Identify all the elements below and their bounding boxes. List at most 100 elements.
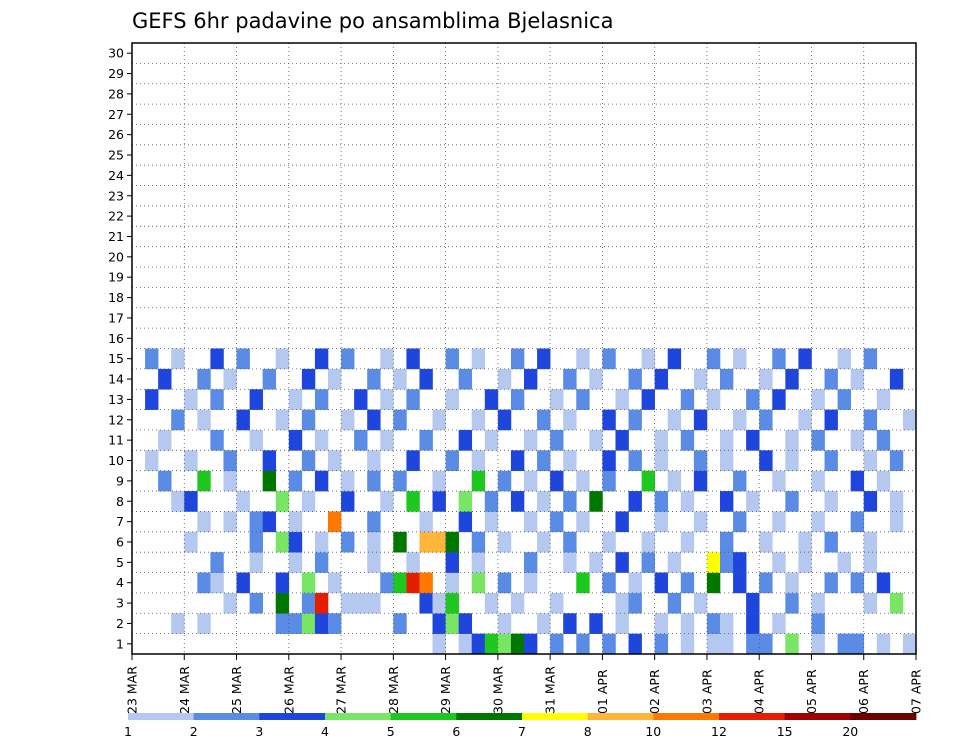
x-axis-ticks: 23 MAR 24 MAR 25 MAR 26 MAR 27 MAR 28 MAR 29 M… bbox=[125, 654, 924, 714]
heatmap-cell bbox=[589, 368, 603, 390]
heatmap-cell bbox=[733, 348, 747, 370]
x-tick-label: 24 MAR bbox=[177, 666, 192, 714]
heatmap-cell bbox=[510, 389, 525, 410]
heatmap-cell bbox=[537, 409, 551, 431]
heatmap-cell bbox=[314, 429, 329, 451]
heatmap-cell bbox=[328, 613, 342, 634]
heatmap-cell bbox=[654, 511, 669, 533]
heatmap-cell bbox=[367, 511, 381, 533]
heatmap-cell bbox=[432, 633, 446, 655]
heatmap-cell bbox=[733, 409, 747, 431]
heatmap-cell bbox=[380, 348, 394, 370]
heatmap-cell bbox=[236, 491, 250, 512]
heatmap-cell bbox=[785, 592, 799, 614]
heatmap-cell bbox=[563, 368, 577, 390]
heatmap-cell bbox=[667, 409, 682, 431]
x-tick-label: 06 APR bbox=[856, 669, 871, 714]
heatmap-cell bbox=[550, 633, 564, 655]
heatmap-cell bbox=[341, 592, 355, 614]
heatmap-cell bbox=[445, 531, 459, 553]
heatmap-cell bbox=[210, 572, 224, 594]
heatmap-cell bbox=[406, 389, 420, 410]
heatmap-cell bbox=[550, 470, 564, 492]
heatmap-cell bbox=[576, 389, 590, 410]
heatmap-cell bbox=[589, 613, 603, 634]
legend-label: 12 bbox=[711, 724, 727, 739]
heatmap-cell bbox=[275, 409, 290, 431]
heatmap-cell bbox=[197, 572, 211, 594]
heatmap-cell bbox=[654, 491, 669, 512]
heatmap-cell bbox=[262, 450, 277, 471]
y-tick-label: 11 bbox=[108, 433, 124, 448]
heatmap-cell bbox=[863, 491, 878, 512]
heatmap-cell bbox=[628, 633, 642, 655]
legend-swatch bbox=[259, 713, 326, 720]
heatmap-cell bbox=[641, 470, 655, 492]
heatmap-cell bbox=[406, 450, 420, 471]
heatmap-cell bbox=[680, 531, 695, 553]
heatmap-cell bbox=[876, 572, 891, 594]
heatmap-cell bbox=[615, 613, 629, 634]
heatmap-cell bbox=[733, 552, 747, 573]
heatmap-cell bbox=[798, 552, 812, 573]
heatmap-cell bbox=[288, 389, 303, 410]
heatmap-cell bbox=[680, 572, 695, 594]
heatmap-cell bbox=[210, 552, 224, 573]
heatmap-cell bbox=[706, 633, 721, 655]
heatmap-cell bbox=[432, 613, 446, 634]
heatmap-cell bbox=[863, 348, 878, 370]
heatmap-cell bbox=[537, 531, 551, 553]
heatmap-cell bbox=[811, 633, 825, 655]
heatmap-cell bbox=[171, 409, 185, 431]
heatmap-cell bbox=[184, 450, 198, 471]
heatmap-cell bbox=[563, 531, 577, 553]
heatmap-cell bbox=[288, 552, 303, 573]
heatmap-cell bbox=[419, 429, 433, 451]
heatmap-cell bbox=[510, 450, 525, 471]
heatmap-cell bbox=[419, 368, 433, 390]
y-tick-label: 10 bbox=[108, 453, 124, 468]
heatmap-cell bbox=[223, 450, 237, 471]
heatmap-cell bbox=[563, 613, 577, 634]
heatmap-cell bbox=[275, 613, 290, 634]
heatmap-cell bbox=[497, 470, 512, 492]
heatmap-cell bbox=[354, 389, 368, 410]
heatmap-cell bbox=[524, 511, 538, 533]
heatmap-cell bbox=[824, 531, 838, 553]
heatmap-cell bbox=[902, 633, 917, 655]
heatmap-cell bbox=[275, 572, 290, 594]
heatmap-cell bbox=[145, 348, 159, 370]
heatmap-cell bbox=[628, 491, 642, 512]
heatmap-cell bbox=[524, 633, 538, 655]
heatmap-cell bbox=[850, 429, 865, 451]
heatmap-cell bbox=[393, 368, 407, 390]
heatmap-cell bbox=[759, 531, 773, 553]
heatmap-cell bbox=[863, 531, 878, 553]
heatmap-cell bbox=[850, 572, 865, 594]
heatmap-cell bbox=[746, 389, 760, 410]
heatmap-cell bbox=[249, 531, 263, 553]
heatmap-cell bbox=[145, 450, 159, 471]
heatmap-cell bbox=[837, 552, 851, 573]
heatmap-cell bbox=[746, 633, 760, 655]
heatmap-cell bbox=[615, 552, 629, 573]
heatmap-cell bbox=[171, 613, 185, 634]
heatmap-cell bbox=[510, 348, 525, 370]
heatmap-cell bbox=[720, 633, 734, 655]
heatmap-cell bbox=[288, 531, 303, 553]
heatmap-cell bbox=[223, 368, 237, 390]
heatmap-cell bbox=[772, 348, 786, 370]
heatmap-cell bbox=[236, 348, 250, 370]
heatmap-cell bbox=[641, 389, 655, 410]
legend-swatch bbox=[784, 713, 851, 720]
heatmap-cell bbox=[824, 409, 838, 431]
heatmap-cell bbox=[184, 531, 198, 553]
heatmap-cell bbox=[693, 368, 708, 390]
heatmap-cell bbox=[223, 592, 237, 614]
heatmap-cell bbox=[288, 511, 303, 533]
heatmap-cell bbox=[733, 511, 747, 533]
heatmap-cell bbox=[746, 491, 760, 512]
heatmap-cell bbox=[314, 389, 329, 410]
heatmap-cell bbox=[314, 348, 329, 370]
heatmap-cell bbox=[589, 491, 603, 512]
